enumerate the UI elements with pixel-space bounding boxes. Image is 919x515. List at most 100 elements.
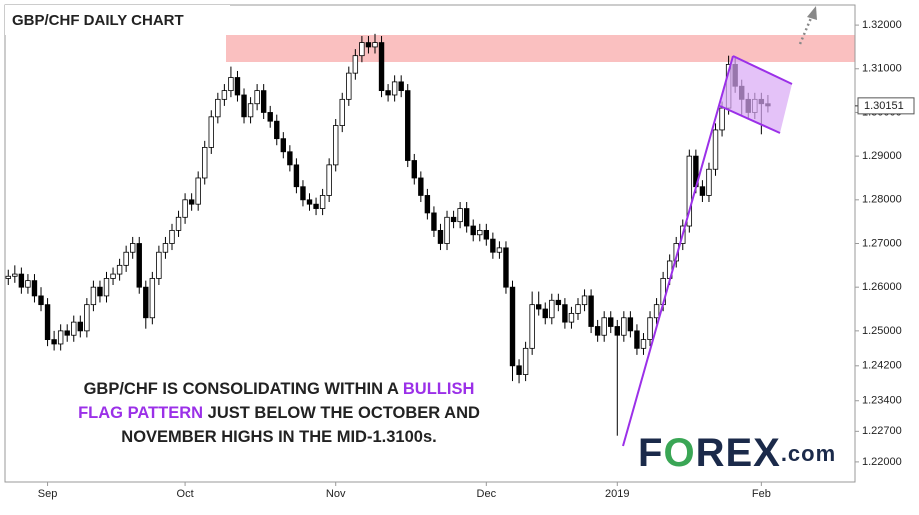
- candle-body: [215, 98, 221, 118]
- candle-body: [90, 286, 97, 306]
- candle-body: [634, 330, 640, 349]
- x-tick-label: Feb: [752, 488, 771, 500]
- candle-body: [365, 42, 372, 48]
- candle-body: [123, 251, 129, 266]
- candle-body: [280, 138, 287, 153]
- candle-body: [653, 304, 660, 319]
- candle-body: [477, 229, 483, 236]
- logo-part: F: [638, 431, 663, 475]
- plot-frame: [4, 4, 856, 483]
- candle-body: [247, 103, 254, 118]
- candle-body: [221, 90, 228, 100]
- candle-body: [516, 365, 522, 375]
- candle-body: [411, 160, 417, 179]
- candle-body: [64, 330, 70, 336]
- candle-body: [306, 199, 313, 205]
- candle-body: [536, 304, 542, 310]
- y-tick-label: 1.25000: [862, 325, 902, 337]
- candle-body: [136, 243, 142, 288]
- candle-body: [31, 280, 38, 297]
- logo-part: .com: [781, 441, 836, 466]
- candle-body: [359, 42, 365, 57]
- candle-body: [529, 304, 535, 349]
- x-tick-label: Sep: [38, 488, 58, 500]
- candle-body: [241, 94, 247, 118]
- candle-body: [522, 347, 529, 375]
- candle-body: [562, 304, 568, 323]
- candle-body: [57, 330, 64, 345]
- candle-body: [202, 147, 208, 179]
- candle-body: [712, 129, 719, 170]
- candle-body: [706, 168, 712, 196]
- x-tick-label: Dec: [477, 488, 497, 500]
- candle-body: [503, 247, 509, 288]
- candle-body: [621, 317, 627, 336]
- candle-body: [326, 164, 332, 196]
- annotation-highlight: FLAG PATTERN: [78, 404, 203, 422]
- candle-body: [575, 304, 581, 314]
- candle-body: [483, 229, 490, 240]
- flag-pole: [622, 55, 734, 447]
- candle-body: [542, 308, 548, 319]
- candle-body: [450, 216, 457, 223]
- candle-body: [188, 199, 195, 205]
- candle-body: [588, 295, 594, 327]
- candle-body: [77, 321, 84, 332]
- title-bg: [5, 5, 230, 35]
- candle-body: [339, 98, 345, 126]
- candle-body: [333, 125, 339, 166]
- candle-body: [313, 203, 319, 209]
- candle-body: [496, 247, 503, 253]
- candle-body: [490, 238, 496, 253]
- annotation-text: GBP/CHF IS CONSOLIDATING WITHIN A: [84, 380, 403, 398]
- candle-body: [319, 195, 326, 209]
- candle-body: [699, 186, 706, 196]
- candle-body: [647, 317, 653, 340]
- candle-body: [640, 339, 647, 349]
- candle-body: [457, 208, 463, 223]
- candle-body: [463, 208, 470, 227]
- x-tick-label: 2019: [605, 488, 629, 500]
- candle-body: [509, 286, 516, 367]
- candle-body: [719, 107, 725, 131]
- y-tick-label: 1.24200: [862, 360, 902, 372]
- annotation-line: FLAG PATTERN JUST BELOW THE OCTOBER AND: [78, 404, 480, 422]
- candle-body: [116, 264, 123, 275]
- candle-body: [372, 42, 378, 48]
- candle-body: [12, 273, 18, 277]
- candle-body: [346, 72, 352, 100]
- candle-body: [260, 90, 267, 113]
- candle-body: [549, 299, 555, 319]
- annotation-line: NOVEMBER HIGHS IN THE MID-1.3100s.: [121, 428, 436, 446]
- flag-upper-line: [732, 55, 793, 85]
- candle-body: [378, 42, 385, 92]
- candle-body: [418, 177, 424, 196]
- x-tick-label: Oct: [177, 488, 194, 500]
- annotation-highlight: BULLISH: [403, 380, 475, 398]
- candle-body: [97, 286, 103, 297]
- candles: [5, 33, 771, 436]
- resistance-zone: [226, 35, 855, 62]
- candle-body: [686, 155, 693, 227]
- x-tick-label: Nov: [326, 488, 346, 500]
- candle-body: [18, 273, 25, 288]
- candle-body: [149, 278, 156, 319]
- annotation-text: JUST BELOW THE OCTOBER AND: [203, 404, 480, 422]
- y-tick-label: 1.23400: [862, 395, 902, 407]
- candle-body: [274, 120, 280, 140]
- candle-body: [424, 195, 431, 214]
- arrow-head: [807, 6, 817, 20]
- y-tick-label: 1.29000: [862, 150, 902, 162]
- candle-body: [175, 216, 182, 231]
- candle-body: [228, 77, 234, 92]
- candle-body: [182, 199, 188, 218]
- candle-body: [195, 177, 201, 205]
- candle-body: [51, 339, 57, 345]
- candle-body: [608, 317, 614, 327]
- candle-body: [129, 243, 136, 253]
- logo: FOREX.com: [638, 431, 836, 475]
- y-tick-label: 1.31000: [862, 63, 902, 75]
- candle-body: [391, 81, 398, 96]
- candle-body: [162, 243, 169, 253]
